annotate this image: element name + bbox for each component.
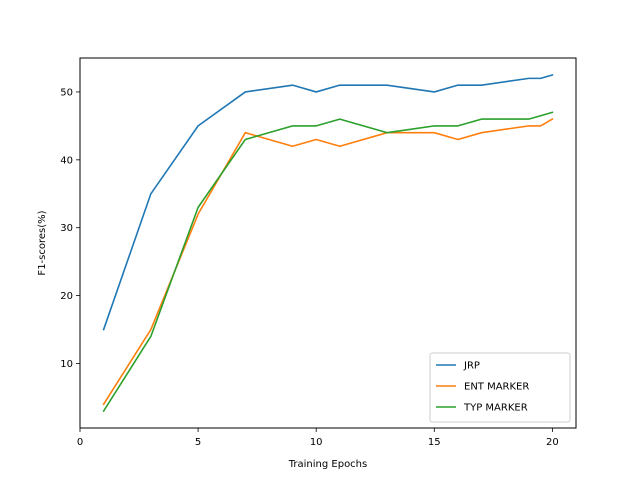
legend-label-ent-marker: ENT MARKER — [464, 382, 529, 393]
y-tick-label: 10 — [60, 359, 73, 370]
y-tick-label: 50 — [60, 87, 73, 98]
series-line-jrp — [102, 73, 554, 331]
legend-label-typ-marker: TYP MARKER — [463, 403, 528, 414]
legend-label-jrp: JRP — [463, 361, 480, 372]
legend-box — [429, 352, 571, 423]
y-tick-label: 30 — [60, 223, 73, 234]
x-tick-label: 0 — [77, 437, 83, 448]
series-line-ent-marker — [102, 118, 554, 406]
legend: JRP ENT MARKER TYP MARKER — [429, 352, 571, 423]
y-axis-label: F1-scores(%) — [37, 210, 48, 275]
x-axis-ticks: 0 5 10 15 20 — [77, 428, 559, 448]
x-tick-label: 5 — [195, 437, 201, 448]
axes-frame — [79, 57, 577, 429]
series-line-typ-marker — [102, 111, 554, 413]
y-tick-label: 40 — [60, 155, 73, 166]
x-tick-label: 20 — [546, 437, 559, 448]
x-tick-label: 15 — [428, 437, 441, 448]
x-tick-label: 10 — [310, 437, 323, 448]
y-axis-ticks: 10 20 30 40 50 — [60, 87, 80, 370]
y-tick-label: 20 — [60, 291, 73, 302]
plot-area — [102, 73, 554, 413]
x-axis-label: Training Epochs — [288, 459, 367, 470]
